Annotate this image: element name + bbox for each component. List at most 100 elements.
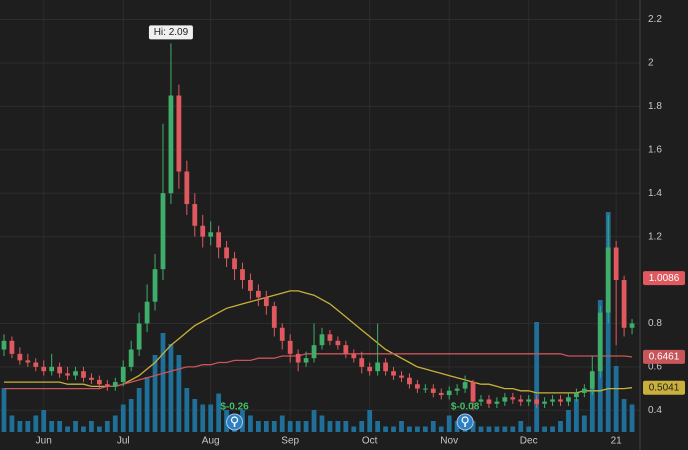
- volume-bar: [542, 426, 547, 432]
- volume-bar: [375, 421, 381, 432]
- volume-bar: [486, 426, 492, 432]
- candle-body: [581, 388, 587, 393]
- candle-body: [621, 280, 627, 328]
- volume-bar: [41, 410, 47, 432]
- volume-bar: [335, 421, 341, 432]
- candle-body: [65, 373, 70, 376]
- earnings-icon: [226, 413, 244, 431]
- candle-body: [335, 340, 341, 346]
- volume-bar: [359, 421, 365, 432]
- volume-bar: [311, 410, 317, 432]
- candle-body: [589, 371, 595, 389]
- y-tick-label: 1.4: [648, 188, 662, 199]
- candle-body: [57, 366, 63, 374]
- volume-bar: [303, 421, 309, 432]
- volume-bar: [104, 421, 110, 432]
- volume-bar: [216, 393, 222, 432]
- volume-bar: [581, 415, 587, 432]
- volume-bar: [96, 426, 102, 432]
- price-tag-box: [643, 380, 685, 395]
- volume-bar: [136, 388, 142, 432]
- volume-bar: [120, 404, 126, 432]
- candle-body: [510, 397, 516, 400]
- volume-bar: [17, 421, 23, 432]
- candle-body: [136, 323, 142, 350]
- volume-bar: [65, 426, 70, 432]
- earnings-label: $-0.08: [451, 402, 480, 413]
- volume-bar: [383, 426, 388, 432]
- candle-body: [422, 388, 428, 390]
- candle-body: [319, 334, 325, 346]
- candle-body: [446, 390, 452, 396]
- volume-bar: [621, 399, 627, 432]
- volume-bar: [566, 410, 571, 432]
- candle-body: [383, 362, 388, 372]
- candle-body: [144, 301, 150, 324]
- candle-body: [351, 353, 357, 359]
- volume-bar: [589, 388, 595, 432]
- y-tick-label: 1.8: [648, 101, 662, 112]
- volume-bar: [327, 421, 333, 432]
- candle-body: [256, 290, 261, 298]
- candle-body: [232, 258, 237, 270]
- volume-bar: [574, 399, 579, 432]
- volume-bar: [430, 421, 436, 432]
- candle-body: [534, 399, 540, 404]
- candle-body: [152, 269, 158, 302]
- candle-body: [518, 399, 524, 402]
- candle-body: [613, 247, 619, 281]
- volume-bar: [510, 426, 516, 432]
- price-tag-box: [643, 349, 685, 364]
- candle-body: [176, 95, 182, 172]
- y-tick-label: 1.6: [648, 144, 662, 155]
- candle-body: [526, 399, 532, 402]
- candle-body: [359, 358, 365, 367]
- x-tick-label: Oct: [362, 436, 378, 447]
- x-tick-label: Sep: [281, 436, 299, 447]
- volume-bar: [454, 421, 460, 432]
- volume-bar: [534, 322, 540, 432]
- y-tick-label: 1.2: [648, 231, 662, 242]
- volume-bar: [81, 426, 86, 432]
- volume-bar: [176, 355, 182, 432]
- volume-bar: [438, 426, 444, 432]
- volume-bar: [89, 421, 94, 432]
- candle-body: [216, 232, 222, 248]
- volume-bar: [73, 421, 78, 432]
- candle-body: [391, 371, 396, 376]
- x-tick-label: Jun: [36, 436, 52, 447]
- x-tick-label: Jul: [117, 436, 130, 447]
- volume-bar: [613, 366, 619, 432]
- candle-body: [104, 384, 110, 387]
- volume-bar: [160, 333, 166, 432]
- volume-bar: [279, 415, 285, 432]
- candle-body: [279, 327, 285, 341]
- volume-bar: [319, 415, 325, 432]
- volume-bar: [629, 404, 635, 432]
- volume-bar: [9, 415, 15, 432]
- candle-body: [367, 366, 373, 372]
- volume-bar: [407, 426, 412, 432]
- candle-body: [168, 95, 174, 194]
- y-tick-label: 2.2: [648, 14, 662, 25]
- volume-bar: [200, 404, 206, 432]
- volume-bar: [152, 355, 158, 432]
- volume-bar: [184, 388, 190, 432]
- candle-body: [558, 399, 563, 402]
- price-tag-box: [643, 271, 685, 286]
- volume-bar: [33, 415, 39, 432]
- volume-bar: [391, 426, 396, 432]
- candle-body: [200, 225, 206, 237]
- candle-body: [327, 334, 333, 341]
- candle-body: [184, 171, 190, 205]
- candle-body: [415, 384, 420, 389]
- candle-body: [295, 353, 301, 363]
- y-tick-label: 0.6: [648, 362, 662, 373]
- volume-bar: [128, 399, 134, 432]
- candle-body: [399, 375, 404, 378]
- candle-body: [248, 280, 253, 291]
- volume-bar: [144, 377, 150, 432]
- y-tick-label: 0.8: [648, 318, 662, 329]
